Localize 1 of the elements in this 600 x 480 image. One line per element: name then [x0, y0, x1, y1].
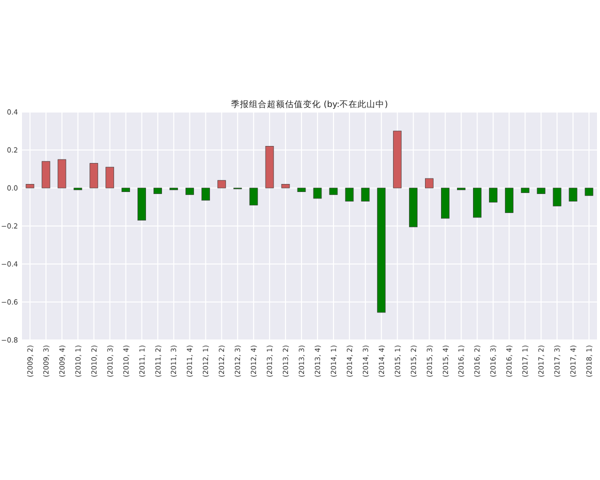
chart-title: 季报组合超额估值变化 (by:不在此山中): [230, 99, 388, 110]
